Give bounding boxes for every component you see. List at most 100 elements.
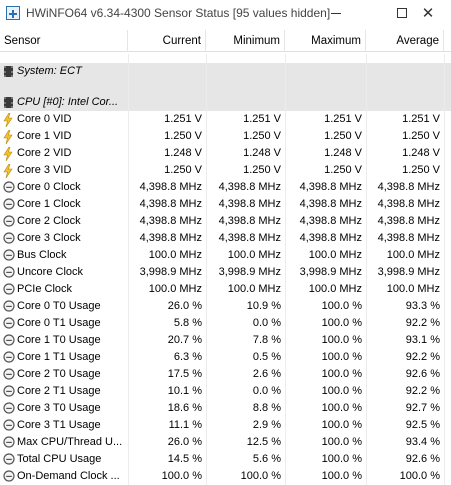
maximum-value: 3,998.9 MHz — [299, 266, 362, 278]
current-value: 4,398.8 MHz — [139, 232, 202, 244]
sensor-row[interactable]: Core 2 Clock 4,398.8 MHz 4,398.8 MHz 4,398.… — [0, 213, 451, 230]
current-value: 1.248 V — [164, 147, 202, 159]
bolt-icon — [3, 130, 15, 144]
sensor-row[interactable]: Core 2 VID 1.248 V 1.248 V 1.248 V 1.248 V — [0, 145, 451, 162]
sensor-group-row[interactable]: System: ECT — [0, 63, 451, 80]
average-value: 100.0 MHz — [386, 249, 440, 261]
clock-icon — [3, 368, 15, 381]
sensor-row[interactable]: Core 0 T0 Usage 26.0 % 10.9 % 100.0 % 93.3 % — [0, 298, 451, 315]
sensor-row[interactable]: Core 1 Clock 4,398.8 MHz 4,398.8 MHz 4,398.… — [0, 196, 451, 213]
sensor-row[interactable]: Core 0 T1 Usage 5.8 % 0.0 % 100.0 % 92.2 % — [0, 315, 451, 332]
current-value: 4,398.8 MHz — [139, 215, 202, 227]
minimum-value: 2.6 % — [252, 368, 281, 380]
maximum-value: 1.250 V — [324, 164, 362, 176]
empty-cell — [206, 63, 285, 80]
clock-icon — [3, 419, 15, 432]
clock-icon — [3, 402, 15, 415]
column-header-average[interactable]: Average — [366, 30, 444, 52]
column-header-sensor[interactable]: Sensor — [0, 30, 128, 52]
sensor-row[interactable]: Core 3 Clock 4,398.8 MHz 4,398.8 MHz 4,398.… — [0, 230, 451, 247]
sensor-name: Core 3 T0 Usage — [17, 402, 101, 414]
window-title: HWiNFO64 v6.34-4300 Sensor Status [95 va… — [26, 6, 331, 20]
maximize-button[interactable] — [379, 0, 425, 26]
maximize-icon — [397, 8, 407, 18]
sensor-group-label: CPU [#0]: Intel Cor... — [17, 96, 119, 108]
sensor-name: Core 2 T0 Usage — [17, 368, 101, 380]
empty-cell — [128, 63, 206, 80]
minimum-value: 100.0 MHz — [227, 249, 281, 261]
sensor-row[interactable]: Bus Clock 100.0 MHz 100.0 MHz 100.0 MHz 100.… — [0, 247, 451, 264]
column-divider — [128, 54, 129, 485]
sensor-name: Core 1 T1 Usage — [17, 351, 101, 363]
current-value: 14.5 % — [167, 453, 202, 465]
current-value: 26.0 % — [167, 300, 202, 312]
average-value: 3,998.9 MHz — [377, 266, 440, 278]
title-bar: HWiNFO64 v6.34-4300 Sensor Status [95 va… — [0, 0, 451, 26]
current-value: 1.250 V — [164, 130, 202, 142]
sensor-row[interactable]: Core 0 Clock 4,398.8 MHz 4,398.8 MHz 4,398.… — [0, 179, 451, 196]
maximum-value: 100.0 % — [321, 436, 362, 448]
column-divider — [206, 54, 207, 485]
minimum-value: 1.251 V — [243, 113, 281, 125]
column-header-minimum[interactable]: Minimum — [206, 30, 285, 52]
sensor-row[interactable]: Core 0 VID 1.251 V 1.251 V 1.251 V 1.251 V — [0, 111, 451, 128]
sensor-list[interactable]: System: ECT CPU [#0]: Intel Cor... Core 0 … — [0, 54, 451, 485]
maximum-value: 100.0 % — [321, 470, 362, 482]
sensor-row[interactable]: Core 3 T1 Usage 11.1 % 2.9 % 100.0 % 92.5 % — [0, 417, 451, 434]
sensor-row[interactable]: Core 2 T1 Usage 10.1 % 0.0 % 100.0 % 92.2 % — [0, 383, 451, 400]
average-value: 4,398.8 MHz — [377, 181, 440, 193]
clock-icon — [3, 266, 15, 279]
minimum-value: 5.6 % — [252, 453, 281, 465]
sensor-name: PCIe Clock — [17, 283, 73, 295]
clock-icon — [3, 470, 15, 483]
sensor-row[interactable]: PCIe Clock 100.0 MHz 100.0 MHz 100.0 MHz 100… — [0, 281, 451, 298]
clock-icon — [3, 317, 15, 330]
current-value: 6.3 % — [173, 351, 202, 363]
spacer — [0, 54, 451, 63]
sensor-row[interactable]: Core 1 T1 Usage 6.3 % 0.5 % 100.0 % 92.2 % — [0, 349, 451, 366]
maximum-value: 1.251 V — [324, 113, 362, 125]
current-value: 18.6 % — [167, 402, 202, 414]
sensor-row[interactable]: Core 1 VID 1.250 V 1.250 V 1.250 V 1.250 V — [0, 128, 451, 145]
sensor-row[interactable]: Core 2 T0 Usage 17.5 % 2.6 % 100.0 % 92.6 % — [0, 366, 451, 383]
average-value: 100.0 % — [399, 470, 440, 482]
sensor-row[interactable]: On-Demand Clock ... 100.0 % 100.0 % 100.0 %… — [0, 468, 451, 485]
sensor-name: Core 2 VID — [17, 147, 72, 159]
minimum-value: 1.250 V — [243, 130, 281, 142]
current-value: 20.7 % — [167, 334, 202, 346]
average-value: 92.6 % — [405, 453, 440, 465]
sensor-name: Total CPU Usage — [17, 453, 102, 465]
close-button[interactable]: ✕ — [405, 0, 451, 26]
minimum-value: 4,398.8 MHz — [218, 232, 281, 244]
average-value: 92.5 % — [405, 419, 440, 431]
sensor-row[interactable]: Uncore Clock 3,998.9 MHz 3,998.9 MHz 3,998.… — [0, 264, 451, 281]
maximum-value: 1.248 V — [324, 147, 362, 159]
clock-icon — [3, 215, 15, 228]
sensor-row[interactable]: Core 1 T0 Usage 20.7 % 7.8 % 100.0 % 93.1 % — [0, 332, 451, 349]
empty-cell — [285, 63, 366, 80]
average-value: 1.250 V — [402, 164, 440, 176]
sensor-row[interactable]: Total CPU Usage 14.5 % 5.6 % 100.0 % 92.6 % — [0, 451, 451, 468]
minimize-button[interactable] — [313, 0, 359, 26]
sensor-row[interactable]: Core 3 VID 1.250 V 1.250 V 1.250 V 1.250 V — [0, 162, 451, 179]
sensor-row[interactable]: Core 3 T0 Usage 18.6 % 8.8 % 100.0 % 92.7 % — [0, 400, 451, 417]
maximum-value: 4,398.8 MHz — [299, 181, 362, 193]
sensor-name: Core 1 T0 Usage — [17, 334, 101, 346]
minimum-value: 100.0 % — [240, 470, 281, 482]
sensor-name: Max CPU/Thread U... — [17, 436, 123, 448]
current-value: 1.250 V — [164, 164, 202, 176]
current-value: 4,398.8 MHz — [139, 198, 202, 210]
maximum-value: 4,398.8 MHz — [299, 215, 362, 227]
bolt-icon — [3, 147, 15, 161]
column-header-maximum[interactable]: Maximum — [285, 30, 366, 52]
column-header-current[interactable]: Current — [128, 30, 206, 52]
clock-icon — [3, 453, 15, 466]
minimum-value: 1.250 V — [243, 164, 281, 176]
sensor-group-row[interactable]: CPU [#0]: Intel Cor... — [0, 94, 451, 111]
minimum-value: 4,398.8 MHz — [218, 215, 281, 227]
clock-icon — [3, 436, 15, 449]
maximum-value: 100.0 % — [321, 334, 362, 346]
sensor-name: Core 3 VID — [17, 164, 72, 176]
sensor-name: Core 0 T0 Usage — [17, 300, 101, 312]
sensor-row[interactable]: Max CPU/Thread U... 26.0 % 12.5 % 100.0 % 93… — [0, 434, 451, 451]
